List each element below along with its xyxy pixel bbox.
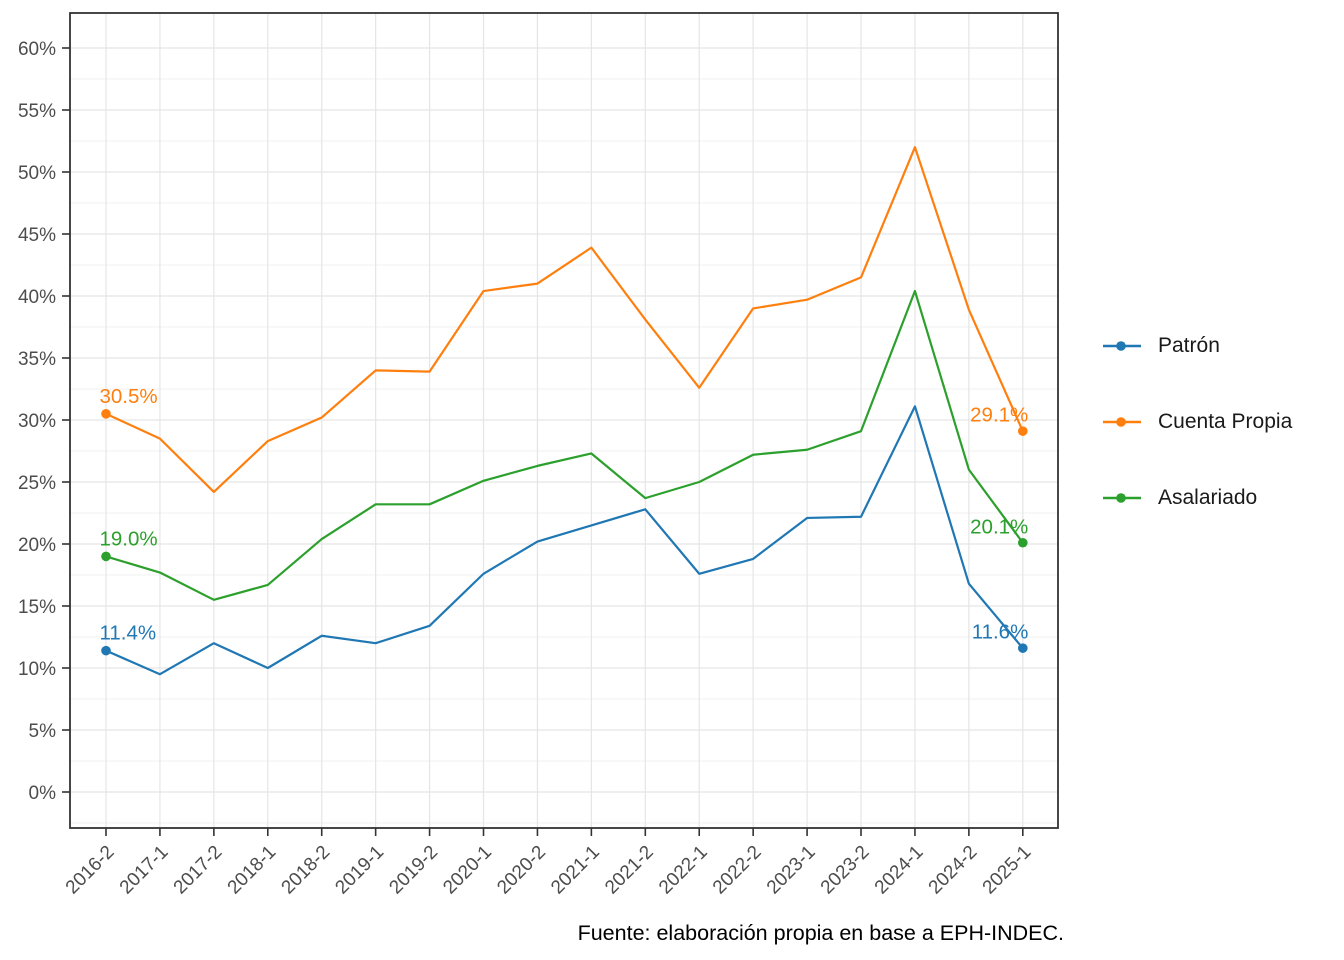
x-axis-label: 2017-1 <box>116 842 173 899</box>
x-axis-label: 2021-2 <box>601 842 658 899</box>
y-axis-label: 35% <box>18 349 56 370</box>
source-caption: Fuente: elaboración propia en base a EPH… <box>577 921 1064 945</box>
y-axis-label: 30% <box>18 411 56 432</box>
series-start-value-label: 30.5% <box>100 385 158 408</box>
y-axis-label: 10% <box>18 659 56 680</box>
x-axis-label: 2023-2 <box>817 842 874 899</box>
y-axis-label: 55% <box>18 101 56 122</box>
x-axis-label: 2022-1 <box>655 842 712 899</box>
series-start-dot <box>101 645 111 656</box>
x-axis-label: 2018-2 <box>278 842 335 899</box>
legend-label-cuenta-propia: Cuenta Propia <box>1158 410 1293 433</box>
x-axis-label: 2019-1 <box>331 842 388 899</box>
legend-label-asalariado: Asalariado <box>1158 486 1258 509</box>
y-axis-label: 50% <box>18 163 56 184</box>
series-end-dot <box>1018 537 1028 548</box>
legend-key-asalariado-icon <box>1103 493 1141 503</box>
panel-border <box>69 12 1059 829</box>
legend-key-patron-icon <box>1103 341 1141 351</box>
series-line-asalariado <box>104 289 1024 601</box>
x-axis-label: 2024-1 <box>871 842 928 899</box>
legend-item-asalariado: Asalariado <box>1100 482 1257 514</box>
y-axis-label: 40% <box>18 287 56 308</box>
x-axis-label: 2025-1 <box>979 842 1036 899</box>
series-end-value-label: 11.6% <box>972 621 1029 644</box>
series-start-value-label: 11.4% <box>100 622 157 645</box>
series-start-value-label: 19.0% <box>100 527 158 550</box>
x-axis-label: 2019-2 <box>385 842 442 899</box>
y-axis-label: 60% <box>18 39 56 60</box>
y-axis-label: 0% <box>29 783 57 804</box>
legend-item-cuenta-propia: Cuenta Propia <box>1100 406 1292 438</box>
x-axis-label: 2022-2 <box>709 842 766 899</box>
y-axis-label: 5% <box>29 721 57 742</box>
y-axis-label: 20% <box>18 535 56 556</box>
series-line-patrón <box>104 405 1024 676</box>
x-axis-label: 2021-1 <box>547 842 604 899</box>
x-axis-label: 2024-2 <box>925 842 982 899</box>
y-axis-label: 15% <box>18 597 56 618</box>
x-axis-label: 2017-2 <box>170 842 227 899</box>
series-start-dot <box>101 409 111 419</box>
y-axis-label: 45% <box>18 225 56 246</box>
series-start-dot <box>101 551 111 562</box>
legend-key-cuenta-propia-icon <box>1103 417 1141 427</box>
x-axis-label: 2020-1 <box>439 842 496 899</box>
series-end-value-label: 20.1% <box>970 515 1028 538</box>
series-end-value-label: 29.1% <box>970 404 1028 427</box>
legend-label-patron: Patrón <box>1158 334 1220 357</box>
x-axis-label: 2018-1 <box>224 842 281 899</box>
x-axis-label: 2020-2 <box>493 842 550 899</box>
series-end-dot <box>1018 643 1028 653</box>
y-axis-label: 25% <box>18 473 56 494</box>
series-end-dot <box>1018 426 1028 436</box>
legend-item-patron: Patrón <box>1100 330 1220 362</box>
x-axis-label: 2023-1 <box>763 842 820 899</box>
x-axis-label: 2016-2 <box>62 842 119 899</box>
series-line-cuenta-propia <box>104 146 1024 494</box>
